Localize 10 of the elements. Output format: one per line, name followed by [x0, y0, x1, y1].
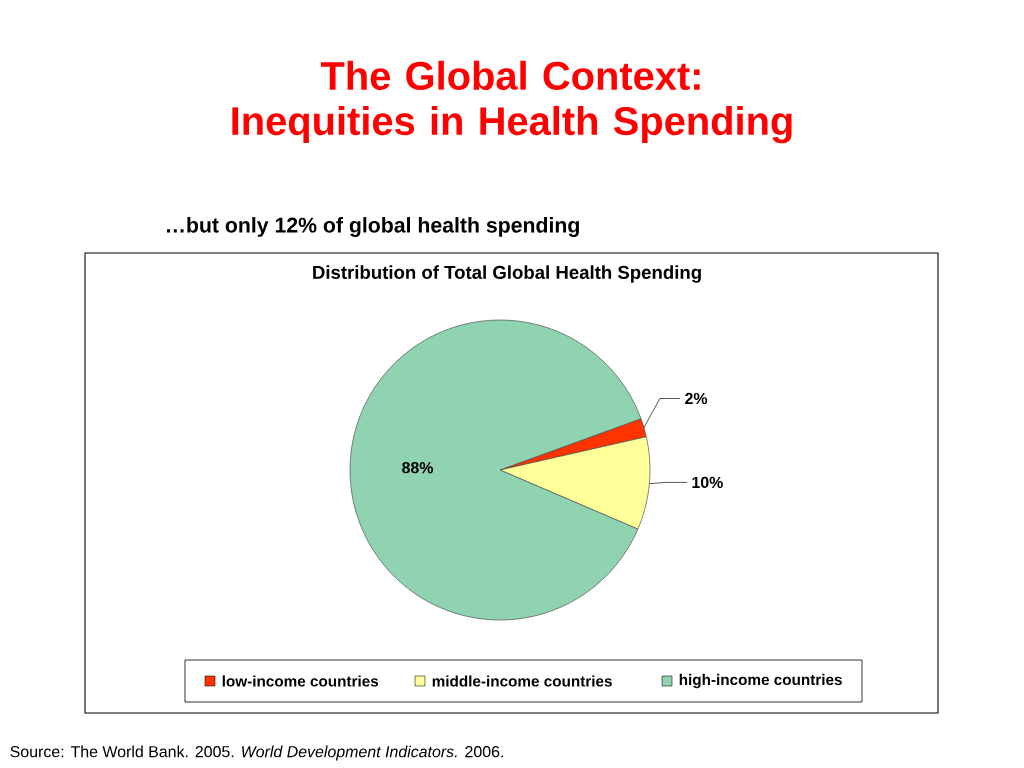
source-note: Source: The World Bank. 2005. World Development Indicators. 2006. — [10, 745, 503, 761]
legend-label: low-income countries — [222, 675, 379, 687]
data-label: 2% — [685, 392, 708, 405]
data-label: 88% — [402, 462, 434, 474]
legend-label: high-income countries — [679, 673, 842, 689]
legend-label: middle-income countries — [432, 675, 612, 687]
chart-title: The Global Context: Inequities in Health Spending — [232, 60, 792, 144]
data-label: 10% — [692, 476, 723, 489]
text: Distribution of Total Global Health Spending — [313, 265, 701, 283]
chart-subtitle: …but only 12% of global health spending — [167, 217, 579, 237]
